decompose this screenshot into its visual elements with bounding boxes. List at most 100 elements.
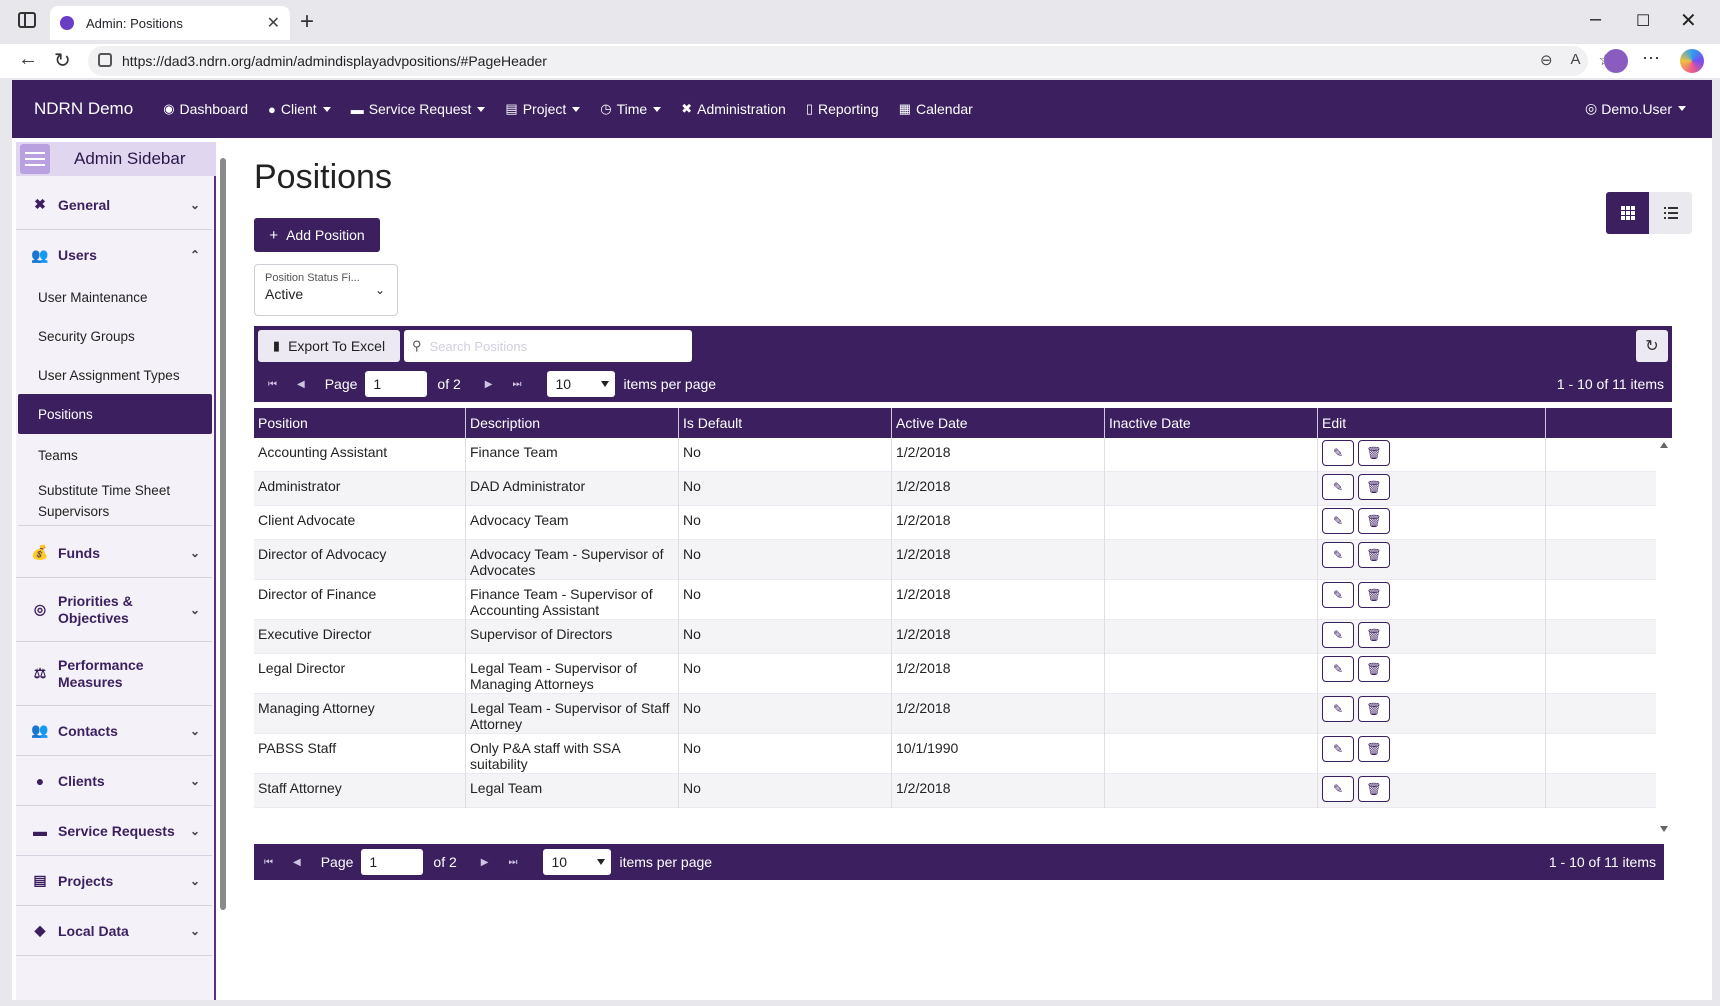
sidebar-group-priorities[interactable]: ◎ Priorities & Objectives ⌄	[16, 578, 212, 642]
nav-project[interactable]: ▤ Project	[505, 101, 581, 117]
sidebar-group-projects[interactable]: ▤ Projects ⌄	[16, 856, 212, 906]
profile-avatar[interactable]	[1604, 49, 1628, 73]
sidebar-item-user-assignment-types[interactable]: User Assignment Types	[18, 356, 212, 394]
sidebar-group-service-requests[interactable]: ▬ Service Requests ⌄	[16, 806, 212, 856]
nav-client[interactable]: ● Client	[268, 101, 331, 117]
delete-button[interactable]: 🗑	[1358, 696, 1390, 722]
url-field[interactable]: https://dad3.ndrn.org/admin/admindisplay…	[88, 46, 1588, 76]
table-row[interactable]: PABSS Staff Only P&A staff with SSA suita…	[254, 734, 1672, 774]
close-window-icon[interactable]: ✕	[1680, 10, 1697, 32]
list-view-button[interactable]	[1649, 192, 1692, 234]
column-header-active-date[interactable]: Active Date	[892, 408, 1105, 438]
table-row[interactable]: Director of Advocacy Advocacy Team - Supe…	[254, 540, 1672, 580]
sidebar-group-clients[interactable]: ● Clients ⌄	[16, 756, 212, 806]
last-page-icon[interactable]: ⏭	[512, 378, 522, 390]
table-row[interactable]: Client Advocate Advocacy Team No 1/2/2018 ✎ 🗑	[254, 506, 1672, 540]
table-row[interactable]: Executive Director Supervisor of Director…	[254, 620, 1672, 654]
delete-button[interactable]: 🗑	[1358, 736, 1390, 762]
column-header-is-default[interactable]: Is Default	[679, 408, 892, 438]
delete-button[interactable]: 🗑	[1358, 508, 1390, 534]
new-tab-icon[interactable]: +	[300, 8, 315, 35]
table-row[interactable]: Managing Attorney Legal Team - Supervisor…	[254, 694, 1672, 734]
prev-page-icon[interactable]: ◀	[297, 378, 305, 390]
next-page-icon[interactable]: ▶	[484, 378, 493, 390]
edit-button[interactable]: ✎	[1322, 440, 1354, 466]
scroll-down-icon[interactable]	[1660, 826, 1668, 832]
read-aloud-icon[interactable]: A	[1570, 51, 1581, 68]
sidebar-toggle-icon[interactable]	[18, 12, 36, 28]
export-excel-button[interactable]: ▮ Export To Excel	[258, 330, 400, 362]
edit-button[interactable]: ✎	[1322, 622, 1354, 648]
column-header-inactive-date[interactable]: Inactive Date	[1105, 408, 1318, 438]
delete-button[interactable]: 🗑	[1358, 622, 1390, 648]
first-page-icon[interactable]: ⏮	[264, 856, 273, 868]
sidebar-item-security-groups[interactable]: Security Groups	[18, 317, 212, 355]
minimize-icon[interactable]: –	[1590, 8, 1602, 30]
delete-button[interactable]: 🗑	[1358, 440, 1390, 466]
edit-button[interactable]: ✎	[1322, 696, 1354, 722]
site-info-icon[interactable]	[98, 53, 112, 67]
sidebar-group-local-data[interactable]: ◆ Local Data ⌄	[16, 906, 212, 956]
sidebar-item-teams[interactable]: Teams	[18, 436, 212, 474]
first-page-icon[interactable]: ⏮	[268, 378, 277, 390]
nav-calendar[interactable]: ▦ Calendar	[899, 101, 973, 117]
page-input[interactable]: 1	[361, 849, 424, 875]
hamburger-icon[interactable]	[20, 144, 50, 174]
close-tab-icon[interactable]: ✕	[266, 15, 280, 32]
zoom-icon[interactable]: ⊖	[1539, 52, 1553, 69]
scroll-up-icon[interactable]	[1660, 442, 1668, 448]
grid-view-button[interactable]	[1606, 192, 1649, 234]
nav-reporting[interactable]: ▯ Reporting	[806, 101, 879, 117]
edit-button[interactable]: ✎	[1322, 776, 1354, 802]
sidebar-item-user-maintenance[interactable]: User Maintenance	[18, 278, 212, 316]
back-icon[interactable]: ←	[18, 48, 38, 70]
table-row[interactable]: Director of Finance Finance Team - Superv…	[254, 580, 1672, 620]
page-size-select[interactable]: 10	[547, 371, 616, 397]
table-row[interactable]: Accounting Assistant Finance Team No 1/2/20…	[254, 438, 1672, 472]
edit-button[interactable]: ✎	[1322, 508, 1354, 534]
next-page-icon[interactable]: ▶	[480, 856, 489, 868]
sidebar-item-positions[interactable]: Positions	[18, 394, 212, 434]
reload-icon[interactable]: ↻	[54, 50, 71, 72]
nav-dashboard[interactable]: ◉ Dashboard	[163, 101, 248, 117]
nav-service-request[interactable]: ▬ Service Request	[351, 101, 486, 117]
delete-button[interactable]: 🗑	[1358, 656, 1390, 682]
add-position-button[interactable]: + Add Position	[254, 218, 380, 252]
delete-button[interactable]: 🗑	[1358, 542, 1390, 568]
sidebar-group-performance[interactable]: ⚖ Performance Measures	[16, 642, 212, 706]
refresh-button[interactable]: ↻	[1636, 330, 1668, 362]
table-scrollbar[interactable]	[1656, 438, 1672, 836]
prev-page-icon[interactable]: ◀	[293, 856, 301, 868]
last-page-icon[interactable]: ⏭	[508, 856, 518, 868]
edit-button[interactable]: ✎	[1322, 656, 1354, 682]
position-status-filter[interactable]: Position Status Fi... Active ⌄	[254, 264, 398, 316]
table-row[interactable]: Administrator DAD Administrator No 1/2/2018…	[254, 472, 1672, 506]
edit-button[interactable]: ✎	[1322, 474, 1354, 500]
nav-administration[interactable]: ✖ Administration	[681, 101, 786, 117]
page-size-select[interactable]: 10	[543, 849, 612, 875]
column-header-position[interactable]: Position	[254, 408, 466, 438]
edit-button[interactable]: ✎	[1322, 582, 1354, 608]
delete-button[interactable]: 🗑	[1358, 474, 1390, 500]
browser-tab[interactable]: Admin: Positions ✕	[50, 6, 290, 40]
sidebar-group-funds[interactable]: 💰 Funds ⌄	[16, 528, 212, 578]
delete-button[interactable]: 🗑	[1358, 776, 1390, 802]
search-input[interactable]	[429, 338, 670, 354]
maximize-icon[interactable]: ☐	[1636, 13, 1651, 30]
more-menu-icon[interactable]: ⋯	[1642, 48, 1660, 68]
copilot-icon[interactable]	[1680, 49, 1704, 73]
sidebar-group-contacts[interactable]: 👥 Contacts ⌄	[16, 706, 212, 756]
brand[interactable]: NDRN Demo	[34, 99, 134, 118]
column-header-description[interactable]: Description	[466, 408, 679, 438]
nav-time[interactable]: ◷ Time	[600, 101, 662, 117]
table-row[interactable]: Staff Attorney Legal Team No 1/2/2018 ✎ 🗑	[254, 774, 1672, 808]
edit-button[interactable]: ✎	[1322, 736, 1354, 762]
edit-button[interactable]: ✎	[1322, 542, 1354, 568]
sidebar-group-general[interactable]: ✖ General ⌄	[16, 180, 212, 230]
sidebar-item-substitute-supervisors[interactable]: Substitute Time Sheet Supervisors	[18, 476, 212, 526]
sidebar-scrollbar-thumb[interactable]	[220, 158, 226, 910]
user-menu[interactable]: ◎ Demo.User	[1585, 100, 1686, 117]
page-input[interactable]: 1	[365, 371, 428, 397]
sidebar-scrollbar[interactable]	[218, 144, 228, 1000]
sidebar-group-users[interactable]: 👥 Users ⌃	[16, 230, 212, 280]
